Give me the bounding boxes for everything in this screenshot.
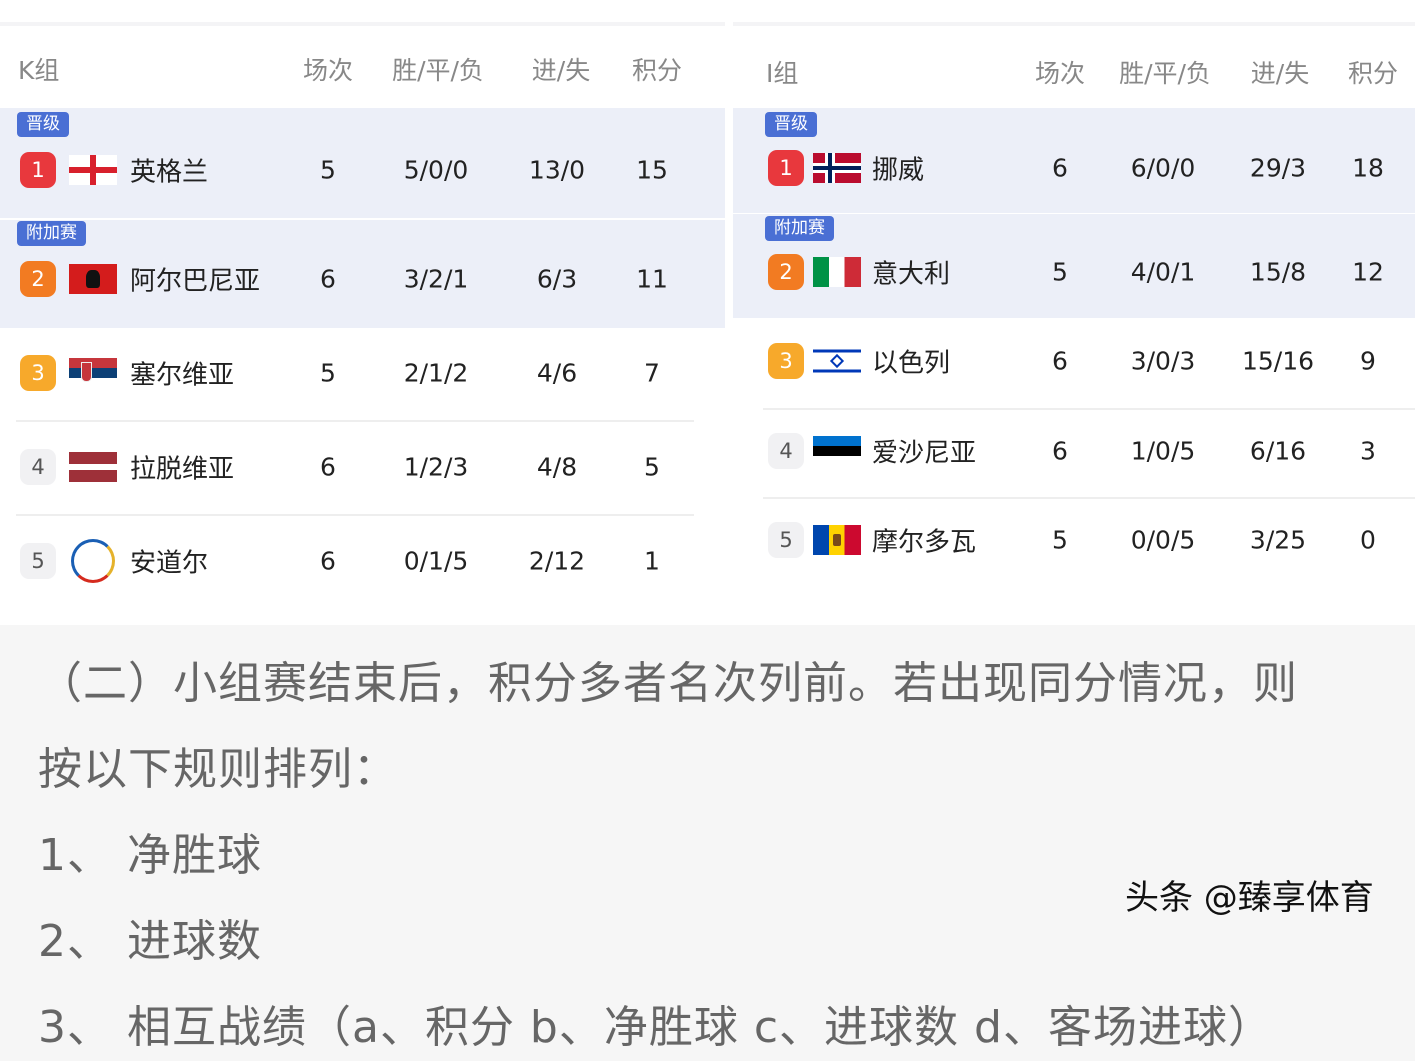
- group-i-table: I组 场次 胜/平/负 进/失 积分晋级 1 挪威 6 6/0/0 29/3 18 附加赛 2 意大利 5 4…: [733, 22, 1415, 600]
- team-name[interactable]: 意大利: [872, 259, 951, 290]
- cell-wdl: 1/2/3: [403, 452, 469, 482]
- cell-goals: 4/8: [536, 452, 578, 482]
- cell-wdl: 1/0/5: [1130, 436, 1196, 466]
- flag-israel-icon: [813, 346, 861, 376]
- column-header[interactable]: 进/失: [1250, 59, 1310, 88]
- cell-played: 6: [1052, 436, 1068, 466]
- cell-played: 5: [1052, 257, 1068, 287]
- rank-badge: 1: [768, 150, 804, 186]
- column-header[interactable]: 积分: [631, 56, 683, 85]
- cell-points: 11: [636, 264, 668, 294]
- rules-line-4: 2、 进球数: [38, 916, 262, 967]
- column-header[interactable]: 胜/平/负: [1119, 59, 1211, 88]
- flag-serbia-icon: [69, 358, 117, 388]
- cell-played: 6: [1052, 153, 1068, 183]
- team-name[interactable]: 挪威: [872, 155, 925, 186]
- cell-played: 6: [320, 452, 336, 482]
- column-header[interactable]: 场次: [1034, 59, 1086, 88]
- flag-norway-icon: [813, 153, 861, 183]
- highlight-row-bg: [0, 108, 725, 218]
- flag-latvia-icon: [69, 452, 117, 482]
- cell-played: 6: [1052, 346, 1068, 376]
- column-header[interactable]: 胜/平/负: [392, 56, 484, 85]
- row-divider: [16, 420, 694, 422]
- flag-italy-icon: [813, 257, 861, 287]
- rules-line-5: 3、 相互战绩（a、积分 b、净胜球 c、进球数 d、客场进球）: [38, 1002, 1273, 1053]
- status-badge: 晋级: [17, 112, 69, 137]
- team-name[interactable]: 以色列: [872, 348, 951, 379]
- cell-goals: 13/0: [528, 155, 586, 185]
- rank-badge: 5: [20, 543, 56, 579]
- cell-played: 5: [320, 358, 336, 388]
- cell-points: 3: [1360, 436, 1376, 466]
- cell-wdl: 3/0/3: [1130, 346, 1196, 376]
- group-k-table: K组 场次 胜/平/负 进/失 积分 晋级 1 英格兰 5 5/0/0 13/0 15 附加赛 2 阿尔巴尼…: [0, 22, 725, 612]
- rules-line-3: 1、 净胜球: [38, 830, 262, 881]
- row-divider: [763, 497, 1415, 499]
- team-name[interactable]: 塞尔维亚: [130, 360, 235, 391]
- status-badge: 附加赛: [765, 216, 834, 241]
- cell-wdl: 4/0/1: [1130, 257, 1196, 287]
- cell-points: 0: [1360, 525, 1376, 555]
- cell-points: 5: [644, 452, 660, 482]
- cell-goals: 15/8: [1249, 257, 1307, 287]
- column-header[interactable]: 积分: [1347, 59, 1399, 88]
- rank-badge: 2: [20, 261, 56, 297]
- rank-badge: 3: [768, 343, 804, 379]
- status-badge: 晋级: [765, 112, 817, 137]
- group-title: K组: [18, 56, 60, 85]
- cell-goals: 15/16: [1241, 346, 1315, 376]
- cell-points: 12: [1352, 257, 1384, 287]
- highlight-row-bg: [0, 220, 725, 328]
- cell-wdl: 0/1/5: [403, 546, 469, 576]
- column-header[interactable]: 场次: [302, 56, 354, 85]
- cell-goals: 4/6: [536, 358, 578, 388]
- cell-points: 18: [1352, 153, 1384, 183]
- cell-points: 9: [1360, 346, 1376, 376]
- row-divider: [16, 514, 694, 516]
- team-name[interactable]: 摩尔多瓦: [872, 527, 977, 558]
- cell-wdl: 3/2/1: [403, 264, 469, 294]
- cell-goals: 2/12: [528, 546, 586, 576]
- flag-estonia-icon: [813, 436, 861, 466]
- cell-points: 15: [636, 155, 668, 185]
- team-name[interactable]: 爱沙尼亚: [872, 438, 977, 469]
- team-name[interactable]: 安道尔: [130, 548, 209, 579]
- flag-albania-icon: [69, 264, 117, 294]
- cell-goals: 29/3: [1249, 153, 1307, 183]
- rules-section: （二）小组赛结束后，积分多者名次列前。若出现同分情况，则 按以下规则排列： 1、…: [0, 625, 1415, 1061]
- rank-badge: 1: [20, 152, 56, 188]
- column-header[interactable]: 进/失: [531, 56, 591, 85]
- rules-line-2: 按以下规则排列：: [38, 744, 398, 795]
- cell-wdl: 5/0/0: [403, 155, 469, 185]
- rank-badge: 2: [768, 254, 804, 290]
- rank-badge: 4: [20, 449, 56, 485]
- cell-wdl: 6/0/0: [1130, 153, 1196, 183]
- status-badge: 附加赛: [17, 221, 86, 246]
- cell-played: 5: [320, 155, 336, 185]
- rules-line-1: （二）小组赛结束后，积分多者名次列前。若出现同分情况，则: [38, 658, 1298, 709]
- cell-goals: 6/16: [1249, 436, 1307, 466]
- cell-goals: 6/3: [536, 264, 578, 294]
- watermark: 头条 @臻享体育: [1125, 878, 1374, 918]
- rank-badge: 5: [768, 522, 804, 558]
- group-title: I组: [766, 59, 799, 88]
- cell-wdl: 0/0/5: [1130, 525, 1196, 555]
- flag-moldova-icon: [813, 525, 861, 555]
- team-name[interactable]: 阿尔巴尼亚: [130, 266, 261, 297]
- flag-england-icon: [69, 155, 117, 185]
- cell-points: 1: [644, 546, 660, 576]
- cell-played: 6: [320, 264, 336, 294]
- team-name[interactable]: 英格兰: [130, 157, 209, 188]
- rank-badge: 4: [768, 433, 804, 469]
- cell-wdl: 2/1/2: [403, 358, 469, 388]
- cell-points: 7: [644, 358, 660, 388]
- team-name[interactable]: 拉脱维亚: [130, 454, 235, 485]
- row-divider: [763, 408, 1415, 410]
- flag-andorra-icon: [69, 539, 117, 583]
- cell-played: 5: [1052, 525, 1068, 555]
- rank-badge: 3: [20, 355, 56, 391]
- cell-goals: 3/25: [1249, 525, 1307, 555]
- cell-played: 6: [320, 546, 336, 576]
